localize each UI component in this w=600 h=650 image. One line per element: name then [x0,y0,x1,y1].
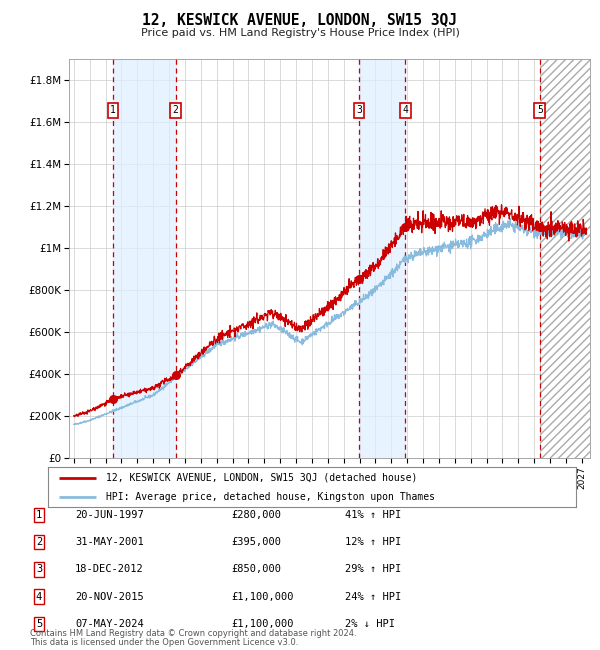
Text: 24% ↑ HPI: 24% ↑ HPI [345,592,401,602]
Text: 18-DEC-2012: 18-DEC-2012 [75,564,144,575]
Bar [540,58,590,458]
Text: 2% ↓ HPI: 2% ↓ HPI [345,619,395,629]
Text: 20-JUN-1997: 20-JUN-1997 [75,510,144,520]
Text: 1: 1 [36,510,42,520]
Text: HPI: Average price, detached house, Kingston upon Thames: HPI: Average price, detached house, King… [106,492,435,502]
Text: 3: 3 [36,564,42,575]
Text: 20-NOV-2015: 20-NOV-2015 [75,592,144,602]
Text: 5: 5 [537,105,543,116]
Text: 31-MAY-2001: 31-MAY-2001 [75,537,144,547]
Text: Price paid vs. HM Land Registry's House Price Index (HPI): Price paid vs. HM Land Registry's House … [140,28,460,38]
Text: 3: 3 [356,105,362,116]
Text: 5: 5 [36,619,42,629]
Text: 07-MAY-2024: 07-MAY-2024 [75,619,144,629]
Text: 12% ↑ HPI: 12% ↑ HPI [345,537,401,547]
Text: 2: 2 [36,537,42,547]
Text: 12, KESWICK AVENUE, LONDON, SW15 3QJ: 12, KESWICK AVENUE, LONDON, SW15 3QJ [143,13,458,28]
Text: £280,000: £280,000 [231,510,281,520]
Bar [113,58,176,458]
Text: 12, KESWICK AVENUE, LONDON, SW15 3QJ (detached house): 12, KESWICK AVENUE, LONDON, SW15 3QJ (de… [106,473,418,482]
Text: 4: 4 [36,592,42,602]
Bar [540,58,590,458]
Text: Contains HM Land Registry data © Crown copyright and database right 2024.: Contains HM Land Registry data © Crown c… [30,629,356,638]
Text: 41% ↑ HPI: 41% ↑ HPI [345,510,401,520]
Text: £850,000: £850,000 [231,564,281,575]
Text: 1: 1 [110,105,116,116]
Text: 29% ↑ HPI: 29% ↑ HPI [345,564,401,575]
Bar [359,58,406,458]
Text: £1,100,000: £1,100,000 [231,619,293,629]
Text: 2: 2 [173,105,179,116]
Text: £395,000: £395,000 [231,537,281,547]
Text: £1,100,000: £1,100,000 [231,592,293,602]
Text: 4: 4 [403,105,409,116]
Text: This data is licensed under the Open Government Licence v3.0.: This data is licensed under the Open Gov… [30,638,298,647]
